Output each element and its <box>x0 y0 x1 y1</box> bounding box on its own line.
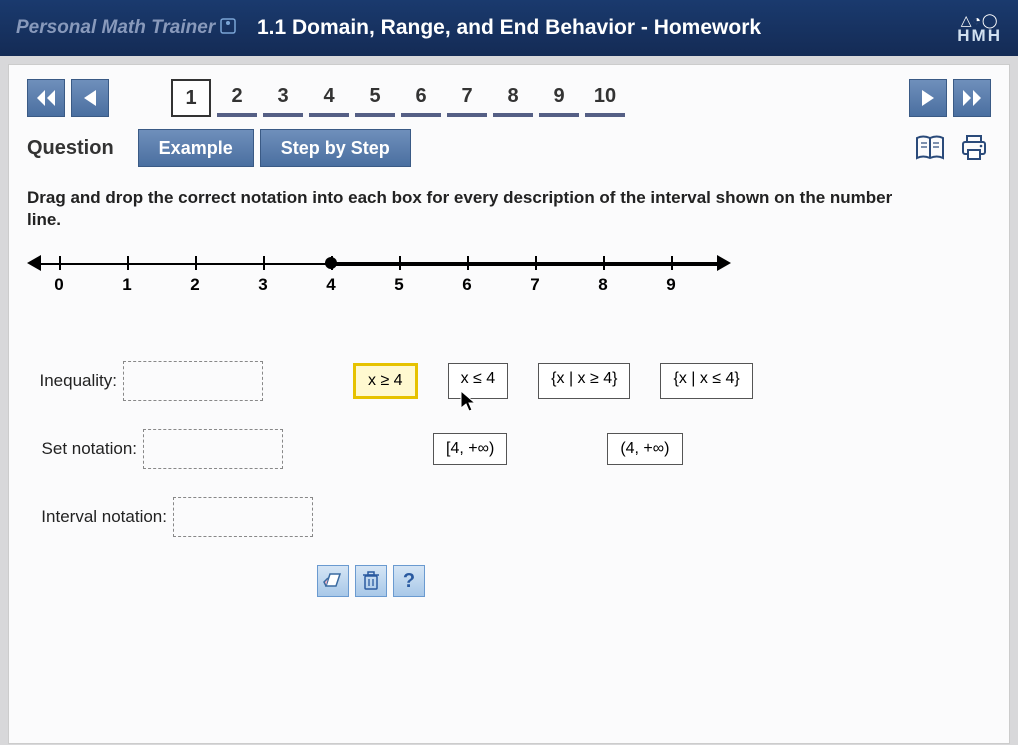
dropzone-set-notation[interactable] <box>143 429 283 469</box>
textbook-icon[interactable] <box>913 131 947 165</box>
next-button[interactable] <box>909 79 947 117</box>
tick-label: 0 <box>54 275 63 295</box>
tick <box>195 256 197 270</box>
label-set-notation: Set notation: <box>27 439 137 459</box>
tick-label: 6 <box>462 275 471 295</box>
tick <box>467 256 469 270</box>
page-8[interactable]: 8 <box>493 79 533 117</box>
choice-x-ge-4[interactable]: x ≥ 4 <box>353 363 418 399</box>
app-header: Personal Math Trainer 1.1 Domain, Range,… <box>0 0 1018 56</box>
tick-label: 9 <box>666 275 675 295</box>
label-interval-notation: Interval notation: <box>27 507 167 527</box>
page-10[interactable]: 10 <box>585 79 625 117</box>
tick <box>263 256 265 270</box>
brand-icon <box>219 17 237 40</box>
help-button[interactable]: ? <box>393 565 425 597</box>
page-9[interactable]: 9 <box>539 79 579 117</box>
eraser-button[interactable] <box>317 565 349 597</box>
numline-arrow-left <box>27 255 41 271</box>
tab-question-label: Question <box>27 137 114 160</box>
page-6[interactable]: 6 <box>401 79 441 117</box>
tab-row: Question Example Step by Step <box>27 129 991 167</box>
page-2[interactable]: 2 <box>217 79 257 117</box>
help-icon: ? <box>403 570 415 593</box>
numline-arrow-right <box>717 255 731 271</box>
prev-button[interactable] <box>71 79 109 117</box>
last-button[interactable] <box>953 79 991 117</box>
tab-example[interactable]: Example <box>138 129 254 167</box>
content-panel: 1 2 3 4 5 6 7 8 9 10 Question Example St… <box>8 64 1010 744</box>
page-5[interactable]: 5 <box>355 79 395 117</box>
tick <box>59 256 61 270</box>
tick <box>671 256 673 270</box>
tab-step-by-step[interactable]: Step by Step <box>260 129 411 167</box>
page-title: 1.1 Domain, Range, and End Behavior - Ho… <box>257 16 761 40</box>
choice-set-x-ge-4[interactable]: {x | x ≥ 4} <box>538 363 630 399</box>
tick <box>399 256 401 270</box>
logo-bottom: HMH <box>957 27 1002 44</box>
work-area: Inequality: x ≥ 4 x ≤ 4 {x | x ≥ 4} {x |… <box>27 361 991 537</box>
mouse-cursor <box>460 390 478 419</box>
tick-label: 8 <box>598 275 607 295</box>
page-1[interactable]: 1 <box>171 79 211 117</box>
tick <box>331 256 333 270</box>
page-3[interactable]: 3 <box>263 79 303 117</box>
page-4[interactable]: 4 <box>309 79 349 117</box>
logo-top: △◔◯ <box>957 13 1002 27</box>
choice-set-x-le-4[interactable]: {x | x ≤ 4} <box>660 363 752 399</box>
tick <box>127 256 129 270</box>
tick-label: 5 <box>394 275 403 295</box>
tick-label: 7 <box>530 275 539 295</box>
number-line: 0 1 2 3 4 5 6 7 8 9 <box>39 253 719 301</box>
brand-label: Personal Math Trainer <box>16 17 215 39</box>
choice-open-4-inf[interactable]: (4, +∞) <box>607 433 682 465</box>
print-icon[interactable] <box>957 131 991 165</box>
tick <box>603 256 605 270</box>
trash-button[interactable] <box>355 565 387 597</box>
choice-closed-4-inf[interactable]: [4, +∞) <box>433 433 507 465</box>
tick <box>535 256 537 270</box>
tick-label: 2 <box>190 275 199 295</box>
dropzone-interval-notation[interactable] <box>173 497 313 537</box>
action-row: ? <box>317 565 991 597</box>
tick-label: 4 <box>326 275 335 295</box>
label-inequality: Inequality: <box>27 371 117 391</box>
question-nav: 1 2 3 4 5 6 7 8 9 10 <box>27 79 991 117</box>
tick-label: 1 <box>122 275 131 295</box>
publisher-logo: △◔◯ HMH <box>957 13 1002 44</box>
page-7[interactable]: 7 <box>447 79 487 117</box>
tick-label: 3 <box>258 275 267 295</box>
question-prompt: Drag and drop the correct notation into … <box>27 187 897 231</box>
numline-ray <box>331 262 719 266</box>
dropzone-inequality[interactable] <box>123 361 263 401</box>
first-button[interactable] <box>27 79 65 117</box>
